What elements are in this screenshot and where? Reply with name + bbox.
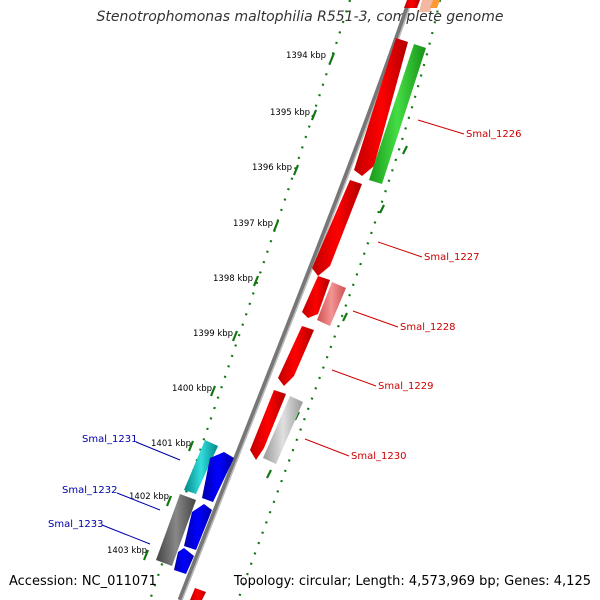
scale-ring-inner bbox=[236, 0, 442, 600]
leader-smal-1231 bbox=[135, 441, 181, 461]
gene-label-smal-1228[interactable]: Smal_1228 bbox=[400, 322, 455, 333]
gene-label-smal-1230[interactable]: Smal_1230 bbox=[351, 451, 406, 462]
gene-smal-1233-arrow bbox=[174, 548, 194, 574]
genome-stats-text: Topology: circular; Length: 4,573,969 bp… bbox=[233, 574, 591, 589]
partial-feature-top-red bbox=[404, 0, 420, 8]
genome-backbone bbox=[177, 0, 413, 600]
tick-label-1402: 1402 kbp bbox=[129, 492, 169, 502]
gene-smal-1232-arrow bbox=[184, 504, 212, 550]
leader-smal-1228 bbox=[352, 310, 399, 328]
scale-ring-outer bbox=[148, 0, 352, 600]
gene-smal-1230-arrow bbox=[250, 390, 286, 460]
gene-smal-1226-arrow bbox=[354, 38, 408, 176]
tick-label-1399: 1399 kbp bbox=[193, 329, 233, 339]
tick-label-1396: 1396 kbp bbox=[252, 163, 292, 173]
gene-smal-1231-arrow bbox=[202, 452, 234, 502]
partial-feature-top-pink bbox=[419, 0, 433, 12]
tick-label-1398: 1398 kbp bbox=[213, 274, 253, 284]
leader-smal-1229 bbox=[331, 369, 377, 387]
tick-label-1394: 1394 kbp bbox=[286, 51, 326, 61]
partial-feature-top-orange bbox=[430, 0, 440, 8]
leader-smal-1233 bbox=[101, 524, 151, 545]
gene-label-smal-1232[interactable]: Smal_1232 bbox=[62, 485, 117, 496]
tick-label-1395: 1395 kbp bbox=[270, 108, 310, 118]
gene-smal-1229-arrow bbox=[278, 326, 314, 386]
gene-label-smal-1233[interactable]: Smal_1233 bbox=[48, 519, 103, 530]
feature-grey-light bbox=[263, 396, 303, 464]
feature-cyan bbox=[184, 440, 218, 494]
gene-label-smal-1227[interactable]: Smal_1227 bbox=[424, 252, 479, 263]
leader-smal-1230 bbox=[304, 438, 350, 457]
tick-label-1401: 1401 kbp bbox=[151, 439, 191, 449]
gene-label-smal-1226[interactable]: Smal_1226 bbox=[466, 129, 521, 140]
tick-label-1403: 1403 kbp bbox=[107, 546, 147, 556]
leader-smal-1227 bbox=[377, 241, 423, 258]
feature-green bbox=[369, 44, 426, 184]
accession-text: Accession: NC_011071 bbox=[9, 574, 157, 589]
feature-pink bbox=[317, 282, 346, 326]
leader-smal-1226 bbox=[417, 119, 465, 135]
tick-label-1400: 1400 kbp bbox=[172, 384, 212, 394]
gene-label-smal-1231[interactable]: Smal_1231 bbox=[82, 434, 137, 445]
feature-dark-grey bbox=[156, 494, 196, 566]
gene-label-smal-1229[interactable]: Smal_1229 bbox=[378, 381, 433, 392]
gene-smal-1227-arrow bbox=[312, 180, 362, 276]
gene-bottom-partial-arrow bbox=[190, 588, 206, 600]
tick-label-1397: 1397 kbp bbox=[233, 219, 273, 229]
gene-smal-1228-arrow bbox=[302, 276, 330, 318]
major-ticks bbox=[142, 52, 408, 561]
leader-smal-1232 bbox=[116, 492, 161, 511]
